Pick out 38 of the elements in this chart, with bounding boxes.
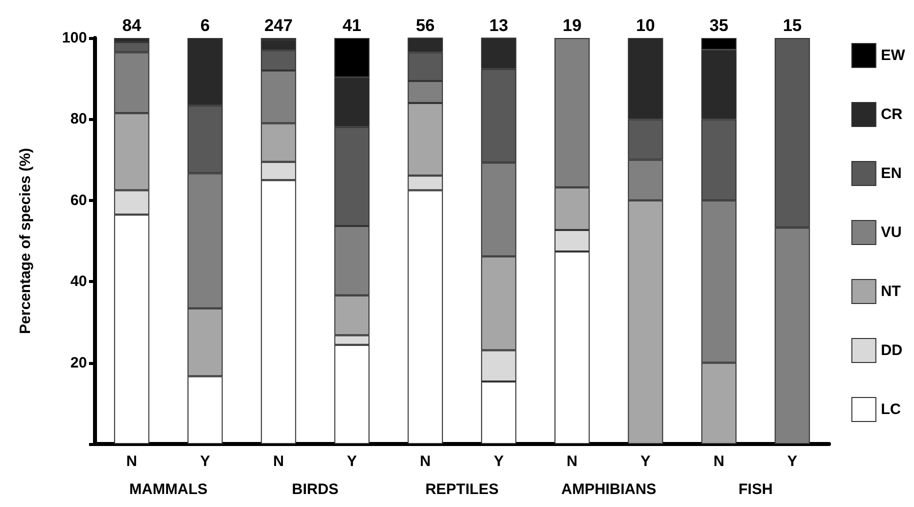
legend-label: LC	[880, 401, 901, 418]
legend-label: VU	[880, 224, 902, 241]
x-tick-label: N	[273, 453, 284, 470]
text: 15	[782, 16, 802, 35]
text: 41	[342, 16, 362, 35]
y-tick-label: 60	[70, 192, 87, 209]
text: 19	[562, 16, 582, 35]
y-tick-label: 100	[62, 30, 87, 46]
legend-label: NT	[880, 283, 901, 300]
legend-label: CR	[880, 106, 903, 123]
legend-label: EW	[880, 47, 906, 64]
x-tick-label: Y	[640, 453, 651, 470]
x-tick-label: N	[566, 453, 578, 470]
text: FISH	[738, 481, 773, 498]
text: 6	[200, 16, 210, 35]
text: BIRDS	[292, 481, 339, 498]
text: 247	[264, 16, 293, 35]
x-tick-label: Y	[787, 453, 798, 470]
x-tick-label: Y	[346, 453, 357, 470]
x-tick-label: N	[713, 453, 724, 470]
y-tick-label: 40	[70, 273, 87, 290]
text: 13	[489, 16, 508, 35]
x-tick-label: N	[126, 453, 138, 470]
y-axis-title: Percentage of species (%)	[17, 148, 34, 334]
y-tick-label: 20	[70, 354, 87, 372]
x-tick-label: Y	[494, 453, 504, 470]
x-tick-label: N	[420, 453, 431, 470]
legend-label: DD	[880, 342, 903, 359]
text: 35	[709, 16, 728, 35]
text: 10	[636, 16, 655, 35]
text: MAMMALS	[129, 481, 208, 498]
text: REPTILES	[425, 481, 499, 498]
x-tick-label: Y	[200, 453, 210, 470]
text: 84	[122, 16, 142, 35]
y-tick-label: 80	[70, 110, 87, 128]
legend-label: EN	[880, 165, 902, 182]
text: AMPHIBIANS	[561, 481, 656, 498]
text: 56	[416, 16, 435, 35]
